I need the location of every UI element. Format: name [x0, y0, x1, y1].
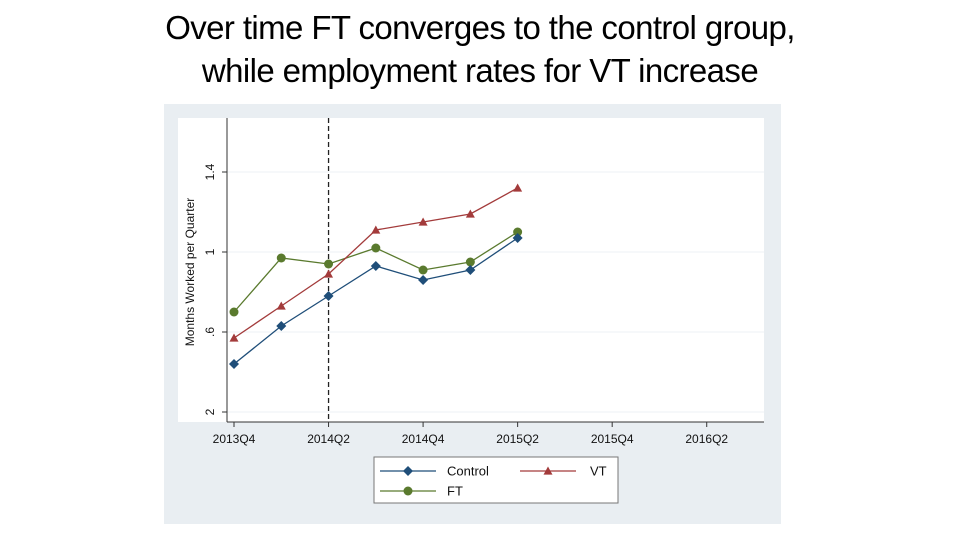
x-tick-label: 2016Q2: [685, 432, 728, 446]
data-point-control: [465, 265, 476, 275]
slide-title-line-1: Over time FT converges to the control gr…: [165, 9, 795, 46]
x-tick-label: 2015Q4: [591, 432, 634, 446]
y-tick-label: 2: [203, 408, 217, 415]
y-axis-title: Months Worked per Quarter: [183, 198, 197, 347]
x-tick-label: 2014Q4: [402, 432, 445, 446]
axes: 2 .6 1 1.4 2013Q4 2014Q2 2014Q4 2015Q2 2015Q4 201…: [183, 118, 764, 446]
data-point-control: [276, 321, 287, 331]
y-tick-label: .6: [203, 327, 217, 337]
y-tick-label: 1.4: [203, 163, 217, 180]
data-point-vt: [229, 333, 239, 342]
legend-marker-control: [403, 466, 413, 476]
data-point-control: [229, 359, 239, 369]
data-point-vt: [324, 269, 334, 278]
data-point-vt: [371, 225, 381, 234]
data-point-control: [323, 291, 334, 301]
x-tick-label: 2013Q4: [213, 432, 256, 446]
legend-marker-ft: [403, 486, 413, 496]
data-point-ft: [229, 307, 239, 317]
data-point-control: [512, 233, 523, 243]
data-point-ft: [371, 243, 381, 253]
data-point-vt: [418, 217, 428, 226]
y-tick-label: 1: [203, 248, 217, 255]
legend: Control VT FT: [373, 456, 619, 504]
x-tick-label: 2014Q2: [307, 432, 350, 446]
data-point-vt: [513, 183, 523, 192]
data-point-ft: [465, 257, 475, 267]
legend-box: [373, 456, 619, 504]
x-tick-label: 2015Q2: [496, 432, 539, 446]
slide-title-line-2: while employment rates for VT increase: [201, 52, 759, 89]
data-point-ft: [418, 265, 428, 275]
grid-lines: [227, 171, 764, 413]
legend-marker-vt: [543, 466, 553, 475]
legend-label-control: Control: [447, 464, 489, 479]
legend-label-vt: VT: [590, 464, 607, 479]
data-point-ft: [513, 227, 523, 237]
series-layer: [229, 183, 523, 369]
slide-title: Over time FT converges to the control gr…: [0, 6, 960, 92]
data-point-vt: [465, 209, 475, 218]
data-point-control: [370, 261, 381, 271]
data-point-ft: [324, 259, 334, 269]
legend-label-ft: FT: [447, 484, 463, 499]
data-point-control: [418, 275, 429, 285]
data-point-ft: [276, 253, 286, 263]
data-point-vt: [276, 301, 286, 310]
